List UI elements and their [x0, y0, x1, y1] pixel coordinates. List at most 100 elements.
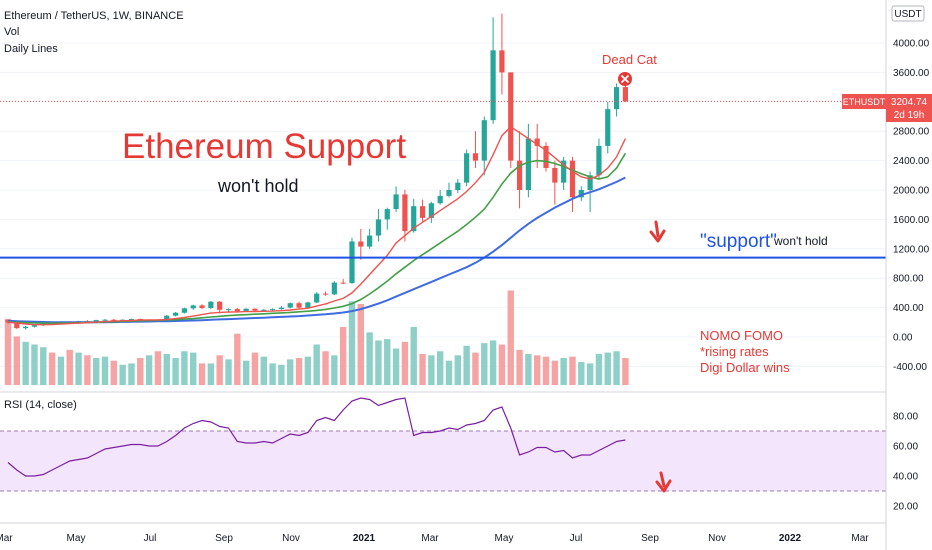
volume-bar — [463, 345, 470, 385]
time-axis-label: Jul — [144, 533, 157, 544]
volume-bar — [595, 353, 603, 385]
dead-cat-annotation: Dead Cat — [602, 52, 657, 67]
support-wont-hold-annotation: won't hold — [773, 234, 828, 248]
rsi-tick-label: 20.00 — [893, 502, 918, 513]
volume-bar — [428, 355, 435, 385]
candle — [322, 291, 329, 296]
volume-bar — [586, 363, 594, 385]
candle — [481, 116, 487, 176]
candle — [561, 156, 567, 190]
volume-bar — [481, 343, 488, 385]
candle — [367, 228, 373, 249]
volume-bar — [48, 352, 56, 385]
price-tick-label: 2800.00 — [893, 127, 930, 138]
down-arrow-icon — [649, 220, 666, 243]
volume-bar — [4, 318, 12, 385]
volume-bar — [198, 363, 206, 385]
candle — [172, 312, 179, 317]
time-axis-label: May — [495, 533, 514, 544]
volume-bar — [542, 356, 550, 385]
time-axis-label: Sep — [215, 533, 233, 544]
price-tag-symbol: ETHUSDT — [843, 97, 886, 107]
volume-bar — [40, 347, 47, 385]
volume-bar — [225, 359, 232, 385]
price-tick-label: 2400.00 — [893, 156, 930, 167]
rsi-line — [7, 397, 626, 477]
candle — [605, 101, 611, 154]
volume-bar — [234, 333, 241, 385]
volume-bar — [84, 355, 91, 385]
volume-bar — [57, 356, 65, 385]
volume-bar — [75, 352, 82, 385]
symbol-title[interactable]: Ethereum / TetherUS, 1W, BINANCE — [4, 10, 184, 22]
volume-bar — [13, 336, 21, 385]
candle — [402, 190, 408, 242]
candle — [102, 318, 108, 321]
volume-bar — [578, 362, 585, 385]
vol-indicator-label[interactable]: Vol — [4, 26, 19, 38]
candle — [446, 182, 452, 198]
rsi-down-arrow-icon — [655, 471, 672, 493]
volume-bar — [560, 358, 567, 385]
volume-bar — [419, 353, 426, 385]
volume-bar — [348, 301, 356, 385]
note-nomo-fomo: NOMO FOMO — [700, 328, 783, 343]
time-axis-labels: Mar May Jul Sep Nov 2021 Mar May Jul Sep Nov 2022 Ma… — [0, 533, 869, 544]
volume-bar — [392, 348, 400, 385]
volume-bar — [472, 352, 479, 385]
time-axis-label: Jul — [570, 533, 583, 544]
support-quoted-annotation: "support" — [700, 231, 777, 252]
currency-badge[interactable]: USDT — [891, 5, 925, 22]
volume-bar — [31, 344, 38, 385]
candle — [384, 207, 390, 230]
rsi-series — [7, 397, 626, 477]
candle — [23, 325, 29, 330]
price-tick-label: 400.00 — [893, 303, 924, 314]
dead-cat-marker-icon — [618, 72, 632, 86]
volume-bar — [410, 326, 417, 385]
candle — [499, 13, 505, 95]
price-axis[interactable] — [886, 0, 932, 550]
rsi-tick-label: 80.00 — [893, 412, 918, 423]
volume-bar — [128, 363, 135, 385]
volume-bar — [22, 341, 29, 385]
candle — [428, 201, 434, 224]
candle — [508, 72, 514, 168]
rsi-band — [0, 431, 886, 491]
volume-bar — [436, 351, 444, 385]
daily-lines-label[interactable]: Daily Lines — [4, 43, 58, 55]
volume-bar — [137, 358, 144, 385]
volume-bar — [569, 356, 576, 385]
candle — [340, 278, 346, 285]
volume-bar — [216, 355, 223, 385]
moving-averages — [7, 125, 627, 326]
volume-bar — [101, 356, 109, 385]
subline-annotation: won't hold — [217, 176, 299, 196]
rsi-tick-label: 40.00 — [893, 472, 918, 483]
candle — [525, 123, 531, 198]
volume-bar — [313, 344, 320, 385]
time-axis-label: Sep — [641, 533, 659, 544]
volume-bar — [622, 358, 629, 385]
volume-bar — [498, 344, 506, 385]
volume-bar — [110, 360, 118, 385]
rsi-label[interactable]: RSI (14, close) — [4, 399, 77, 411]
volume-bar — [163, 353, 170, 385]
volume-bar — [119, 364, 126, 385]
time-axis-label: May — [67, 533, 86, 544]
candle — [190, 304, 196, 310]
volume-bar — [534, 355, 541, 385]
candle — [305, 301, 311, 309]
price-axis-ticks: 4000.00 3600.00 2800.00 2400.00 2000.00 1600.… — [893, 39, 930, 373]
candle — [596, 138, 602, 179]
candle — [613, 83, 620, 117]
candle — [181, 307, 187, 314]
volume-bar — [269, 363, 276, 385]
price-tag-countdown: 2d 19h — [894, 110, 925, 121]
candle — [552, 160, 558, 205]
ma-fast-line — [7, 125, 627, 326]
volume-bar — [172, 358, 179, 385]
volume-bar — [295, 358, 303, 385]
price-tick-label: 2000.00 — [893, 186, 930, 197]
